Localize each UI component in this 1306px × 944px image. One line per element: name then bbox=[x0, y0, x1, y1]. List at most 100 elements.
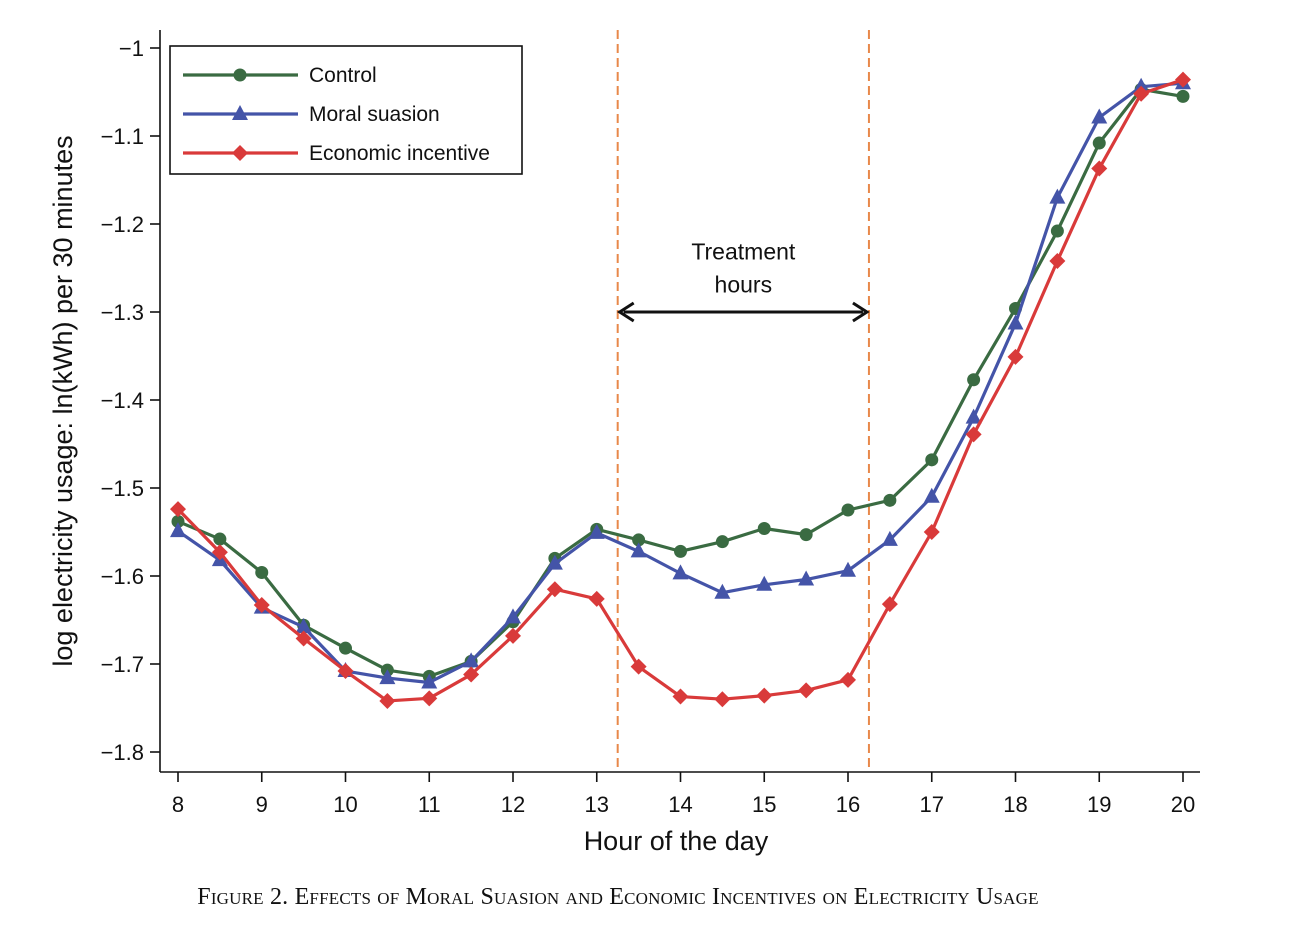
data-point bbox=[883, 493, 897, 507]
data-point bbox=[339, 641, 352, 655]
x-tick-label: 13 bbox=[585, 792, 609, 817]
x-tick-label: 17 bbox=[920, 792, 944, 817]
figure-caption: Figure 2. Effects of Moral Suasion and E… bbox=[0, 884, 1236, 911]
data-point bbox=[965, 426, 982, 443]
chart-axes: −1.8 −1.7 −1.6 −1.5 −1.4 −1.3 −1.2 −1.1 −1 8 9 10 11… bbox=[48, 30, 1200, 856]
data-point bbox=[756, 687, 773, 704]
legend-label: Economic incentive bbox=[309, 142, 490, 165]
series-control bbox=[171, 82, 1190, 683]
y-tick-label: −1.2 bbox=[101, 212, 144, 237]
data-point bbox=[211, 544, 228, 561]
data-point bbox=[1092, 136, 1106, 150]
x-axis-title: Hour of the day bbox=[584, 826, 769, 856]
data-point bbox=[421, 690, 438, 707]
data-point bbox=[505, 627, 521, 644]
treatment-label: hours bbox=[715, 272, 773, 298]
x-tick-label: 18 bbox=[1003, 792, 1027, 817]
legend-label: Moral suasion bbox=[309, 103, 440, 126]
data-point bbox=[1049, 188, 1066, 204]
data-point bbox=[1133, 85, 1150, 102]
y-tick-label: −1.3 bbox=[101, 300, 144, 325]
treatment-arrow-right-head bbox=[852, 301, 870, 323]
series-economic-incentive bbox=[170, 71, 1191, 709]
treatment-arrow-left-head bbox=[616, 301, 635, 323]
data-point bbox=[421, 673, 438, 689]
data-point bbox=[1175, 71, 1191, 88]
data-point bbox=[841, 503, 855, 517]
data-point bbox=[588, 590, 605, 607]
x-tick-label: 20 bbox=[1171, 792, 1195, 817]
data-point bbox=[672, 564, 689, 580]
x-tick-label: 19 bbox=[1087, 792, 1111, 817]
data-point bbox=[630, 658, 647, 675]
data-point bbox=[798, 570, 815, 586]
data-point bbox=[881, 530, 898, 546]
y-tick-label: −1.7 bbox=[101, 652, 144, 677]
x-tick-label: 11 bbox=[418, 792, 441, 817]
data-point bbox=[1007, 314, 1024, 330]
data-point bbox=[1133, 77, 1150, 93]
x-tick-label: 9 bbox=[256, 792, 268, 817]
data-point bbox=[923, 524, 940, 540]
data-point bbox=[757, 521, 771, 535]
treatment-label: Treatment bbox=[691, 239, 796, 265]
data-point bbox=[546, 554, 563, 570]
data-point bbox=[674, 544, 687, 558]
data-point bbox=[505, 608, 521, 624]
data-point bbox=[756, 575, 773, 591]
data-point bbox=[840, 671, 856, 688]
data-point bbox=[1049, 252, 1066, 269]
chart-series bbox=[170, 71, 1191, 709]
x-tick-label: 15 bbox=[752, 792, 776, 817]
data-point bbox=[253, 597, 270, 614]
data-point bbox=[1091, 160, 1108, 177]
data-point bbox=[295, 630, 312, 647]
data-point bbox=[672, 688, 689, 705]
data-point bbox=[255, 565, 269, 579]
data-point bbox=[170, 522, 186, 538]
data-point bbox=[923, 487, 940, 503]
legend-marker bbox=[232, 145, 248, 161]
data-point bbox=[1091, 108, 1108, 124]
data-point bbox=[546, 581, 563, 598]
data-point bbox=[881, 596, 898, 613]
legend-label: Control bbox=[309, 64, 377, 87]
data-point bbox=[463, 652, 480, 668]
data-point bbox=[379, 669, 396, 685]
x-tick-label: 10 bbox=[333, 792, 357, 817]
data-point bbox=[632, 533, 646, 547]
y-tick-label: −1.8 bbox=[101, 740, 144, 765]
chart-legend: Control Moral suasion Economic incentive bbox=[169, 45, 523, 175]
data-point bbox=[588, 523, 605, 539]
data-point bbox=[379, 692, 396, 709]
y-tick-label: −1.6 bbox=[101, 564, 144, 589]
data-point bbox=[1176, 89, 1190, 103]
x-tick-label: 8 bbox=[172, 792, 184, 817]
data-point bbox=[171, 514, 185, 528]
data-point bbox=[965, 408, 982, 424]
data-point bbox=[840, 561, 856, 577]
data-point bbox=[1050, 224, 1064, 238]
x-tick-label: 12 bbox=[501, 792, 525, 817]
data-point bbox=[925, 453, 939, 467]
data-point bbox=[463, 666, 480, 683]
data-point bbox=[337, 663, 354, 680]
legend-marker bbox=[233, 68, 247, 82]
y-axis-title: log electricity usage: ln(kWh) per 30 mi… bbox=[48, 135, 78, 666]
treatment-annotation: Treatment hours bbox=[616, 30, 870, 772]
data-point bbox=[295, 618, 312, 634]
x-tick-label: 14 bbox=[668, 792, 692, 817]
data-point bbox=[1007, 348, 1024, 365]
line-chart: −1.8 −1.7 −1.6 −1.5 −1.4 −1.3 −1.2 −1.1 −1 8 9 10 11… bbox=[48, 30, 1200, 856]
data-point bbox=[170, 501, 186, 518]
y-tick-label: −1 bbox=[119, 36, 144, 61]
data-point bbox=[213, 532, 227, 546]
series-line bbox=[177, 87, 1184, 678]
data-point bbox=[714, 691, 731, 708]
y-tick-label: −1.1 bbox=[101, 124, 144, 149]
figure-caption-prefix: Figure 2. bbox=[197, 884, 289, 910]
data-point bbox=[967, 373, 981, 387]
data-point bbox=[715, 535, 729, 549]
data-point bbox=[630, 542, 647, 558]
legend-marker bbox=[232, 105, 248, 120]
